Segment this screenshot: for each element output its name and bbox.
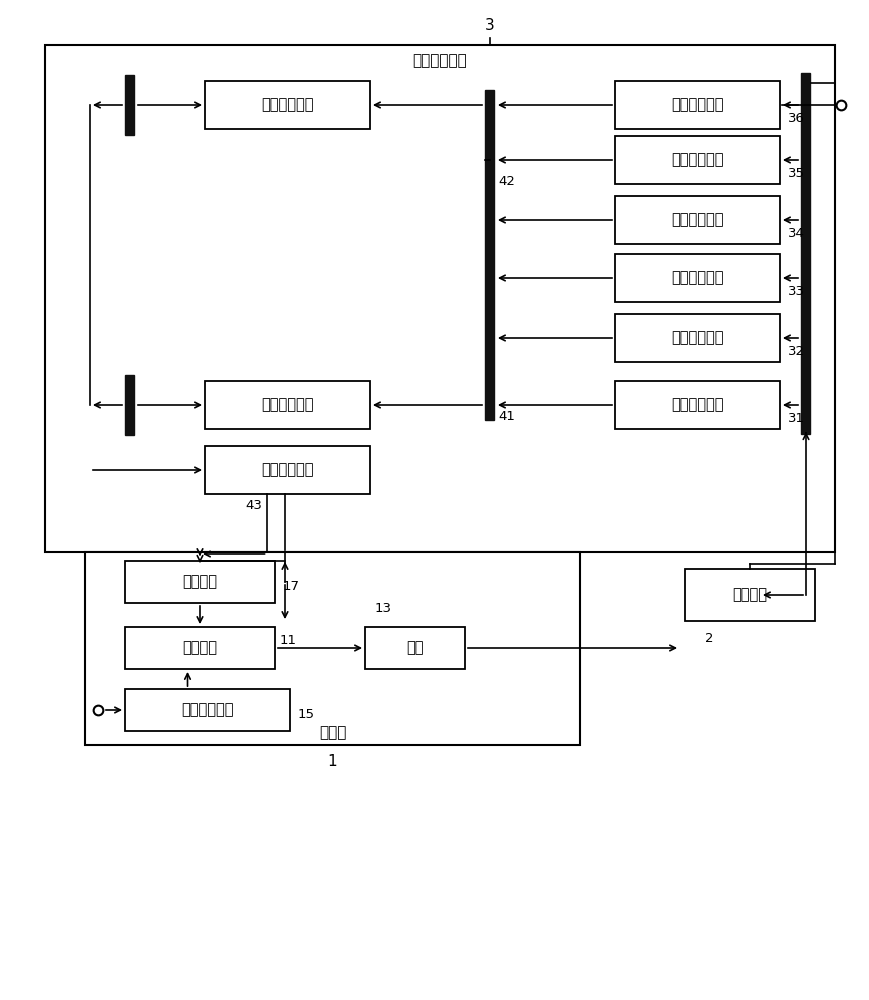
Text: 第一接收模块: 第一接收模块 [671,397,723,412]
Text: 第二接收模块: 第二接收模块 [671,330,723,346]
Text: 34: 34 [787,227,804,240]
Text: 35: 35 [787,167,804,180]
Bar [125,75,135,135]
Text: 第五接收模块: 第五接收模块 [671,152,723,167]
Text: 31: 31 [787,412,804,425]
Text: 第三接收模块: 第三接收模块 [671,270,723,286]
Bar [800,73,810,434]
Text: 第六接收模块: 第六接收模块 [671,98,723,112]
Text: 17: 17 [282,580,300,592]
Bar [614,196,779,244]
Text: 储存单元: 储存单元 [182,574,217,589]
Bar [85,552,580,745]
Text: 影像处理单元: 影像处理单元 [181,702,234,718]
Bar [614,254,779,302]
Text: 第一计算模块: 第一计算模块 [261,397,314,412]
Bar [205,381,369,429]
Bar [125,627,275,669]
Bar [125,375,135,435]
Bar [205,81,369,129]
Text: 第二计算模块: 第二计算模块 [261,98,314,112]
Text: 控制单元: 控制单元 [182,641,217,656]
Bar [485,90,494,420]
Bar [614,81,779,129]
Text: 13: 13 [375,602,392,615]
Bar [125,561,275,603]
Text: 测量装置: 测量装置 [732,587,766,602]
Bar [205,446,369,494]
Text: 1: 1 [328,754,337,768]
Text: 增益调整装置: 增益调整装置 [412,53,467,68]
Text: 43: 43 [245,499,262,512]
Bar [614,136,779,184]
Bar [684,569,814,621]
Text: 36: 36 [787,112,804,125]
Bar [125,689,289,731]
Bar [614,314,779,362]
Text: 15: 15 [298,708,315,720]
Text: 第四接收模块: 第四接收模块 [671,213,723,228]
Text: 3: 3 [485,17,494,32]
Text: 2: 2 [704,633,713,646]
Text: 42: 42 [497,175,514,188]
Text: 第三计算模块: 第三计算模块 [261,462,314,478]
Text: 面板: 面板 [406,641,423,656]
Text: 11: 11 [280,634,296,647]
Bar [365,627,464,669]
Text: 32: 32 [787,345,804,358]
Text: 33: 33 [787,285,804,298]
Bar [614,381,779,429]
Text: 41: 41 [497,410,514,423]
Bar [45,45,834,552]
Text: 显示器: 显示器 [318,726,346,740]
